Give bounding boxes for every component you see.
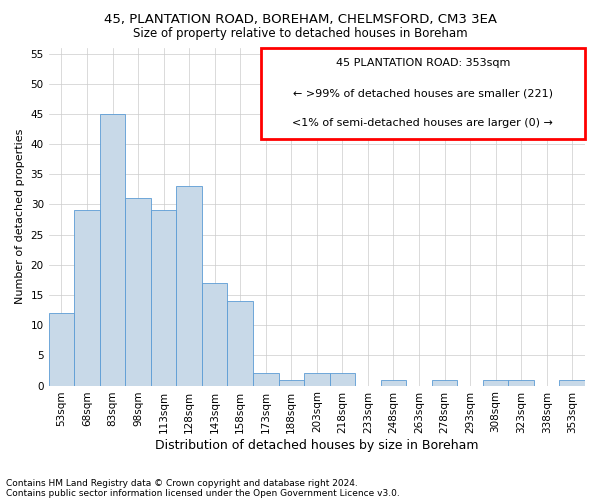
X-axis label: Distribution of detached houses by size in Boreham: Distribution of detached houses by size … [155, 440, 479, 452]
Text: 45 PLANTATION ROAD: 353sqm: 45 PLANTATION ROAD: 353sqm [335, 58, 510, 68]
Bar [432, 380, 457, 386]
Bar [202, 283, 227, 386]
Text: Size of property relative to detached houses in Boreham: Size of property relative to detached ho… [133, 28, 467, 40]
Text: ← >99% of detached houses are smaller (221): ← >99% of detached houses are smaller (2… [293, 88, 553, 98]
Text: 45, PLANTATION ROAD, BOREHAM, CHELMSFORD, CM3 3EA: 45, PLANTATION ROAD, BOREHAM, CHELMSFORD… [104, 12, 497, 26]
Bar [329, 374, 355, 386]
Bar [49, 313, 74, 386]
Bar [74, 210, 100, 386]
Bar [278, 380, 304, 386]
Y-axis label: Number of detached properties: Number of detached properties [15, 129, 25, 304]
Bar [100, 114, 125, 386]
Text: <1% of semi-detached houses are larger (0) →: <1% of semi-detached houses are larger (… [292, 118, 553, 128]
Bar [151, 210, 176, 386]
Bar [304, 374, 329, 386]
Bar [227, 301, 253, 386]
Bar [125, 198, 151, 386]
Bar [559, 380, 585, 386]
FancyBboxPatch shape [260, 48, 585, 139]
Bar [508, 380, 534, 386]
Text: Contains public sector information licensed under the Open Government Licence v3: Contains public sector information licen… [6, 488, 400, 498]
Bar [176, 186, 202, 386]
Bar [380, 380, 406, 386]
Bar [483, 380, 508, 386]
Bar [253, 374, 278, 386]
Text: Contains HM Land Registry data © Crown copyright and database right 2024.: Contains HM Land Registry data © Crown c… [6, 478, 358, 488]
